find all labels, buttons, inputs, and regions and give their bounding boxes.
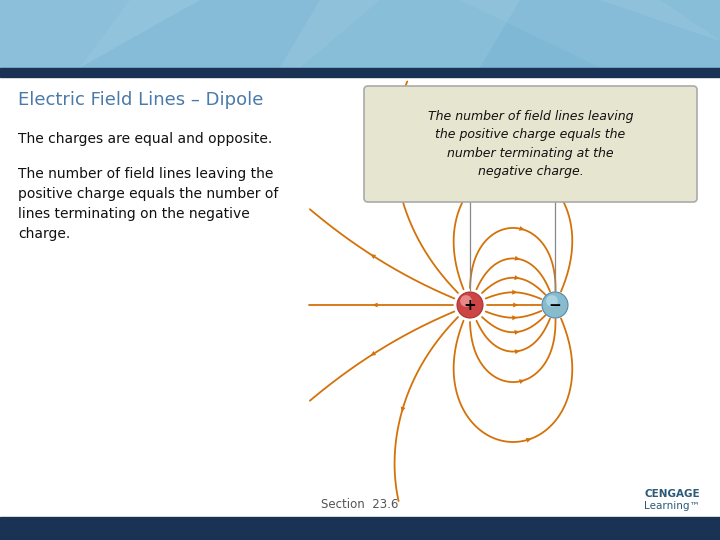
Polygon shape: [280, 0, 520, 68]
Text: The charges are equal and opposite.: The charges are equal and opposite.: [18, 132, 272, 146]
Circle shape: [457, 292, 483, 318]
Text: −: −: [549, 298, 562, 313]
Text: The number of field lines leaving the
positive charge equals the number of
lines: The number of field lines leaving the po…: [18, 167, 279, 241]
Text: +: +: [464, 298, 477, 313]
Polygon shape: [460, 0, 720, 68]
Text: CENGAGE: CENGAGE: [644, 489, 700, 500]
Circle shape: [546, 295, 558, 307]
Bar: [0, 0, 720, 68]
Polygon shape: [80, 0, 380, 68]
Polygon shape: [600, 0, 720, 40]
Text: Section  23.6: Section 23.6: [321, 498, 399, 511]
Bar: [0, 517, 720, 540]
Bar: [0, 68, 720, 77]
Circle shape: [542, 292, 568, 318]
FancyBboxPatch shape: [364, 86, 697, 202]
Text: Learning™: Learning™: [644, 501, 700, 511]
Polygon shape: [0, 0, 200, 68]
Text: The number of field lines leaving
the positive charge equals the
number terminat: The number of field lines leaving the po…: [428, 110, 634, 178]
Text: Electric Field Lines – Dipole: Electric Field Lines – Dipole: [18, 91, 264, 109]
Circle shape: [460, 295, 472, 307]
